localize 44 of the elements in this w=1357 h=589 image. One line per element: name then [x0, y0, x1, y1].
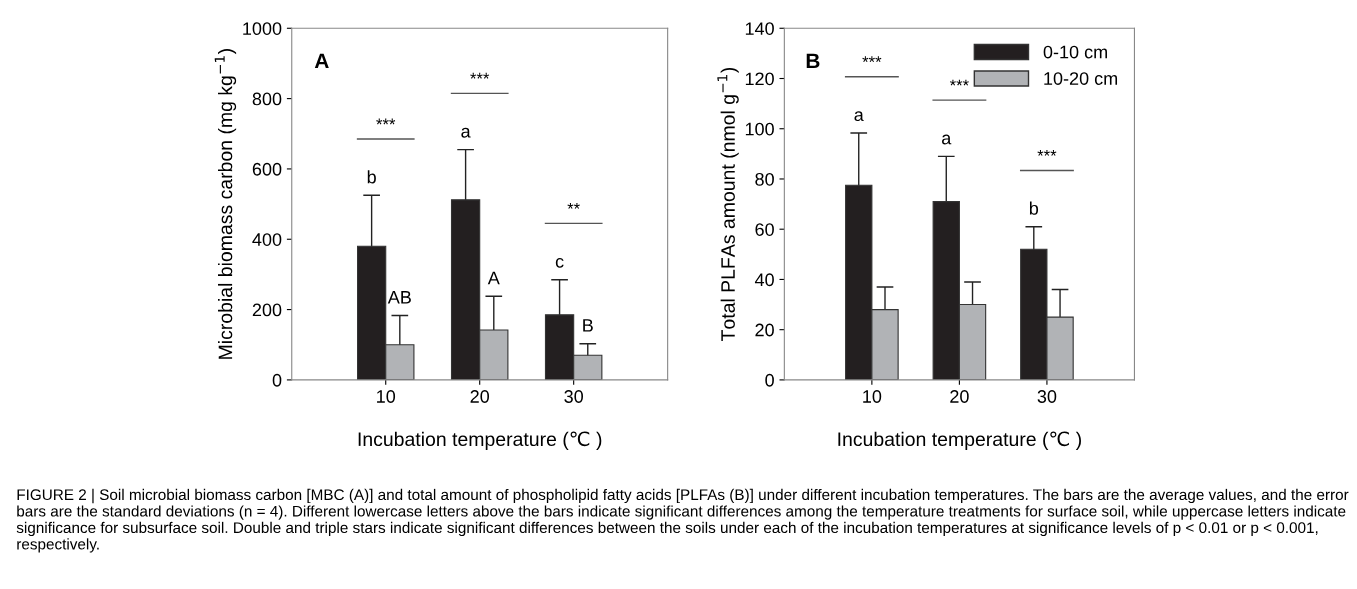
annotation: A: [487, 271, 500, 285]
annotation: a: [461, 127, 471, 138]
x-tick-label: 20: [470, 390, 490, 403]
annotation: AB: [387, 291, 411, 304]
text: A: [314, 53, 329, 68]
x-axis-title: Incubation temperature (℃ ): [838, 431, 1081, 450]
annotation: **: [567, 202, 580, 209]
x-tick-label: 10: [863, 390, 882, 403]
text: B: [806, 53, 820, 68]
annotation: c: [555, 257, 564, 268]
y-tick-label: 600: [252, 162, 282, 176]
y-tick-label: 60: [755, 223, 774, 236]
legend-label: 10-20 cm: [1044, 72, 1118, 85]
annotation: ***: [862, 56, 882, 63]
y-tick-label: 200: [252, 303, 282, 317]
caption: FIGURE 2 | Soil microbial biomass carbon [MBC (A)] and total amount of phospholipid fatty acids [PLFAs (B)] under different incubation temperatures. The bars are the average values, and the error bars are the standard deviations (n = 4). Different lowercase letters above the bars indicate significant differences among the temperature treatments for surface soil, while uppercase letters indicate significance for subsurface soil. Double and triple stars indicate significant differences between the soils under each of the incubation temperatures at significance levels of p < 0.01 or p < 0.001, respectively.: [16, 488, 1349, 553]
y-tick-label: 100: [745, 122, 774, 136]
y-tick-label: 40: [754, 273, 774, 287]
annotation: ***: [376, 118, 396, 125]
annotation: a: [854, 111, 864, 122]
annotation: b: [1029, 201, 1039, 215]
y-tick-label: 140: [745, 22, 774, 35]
y-tick-label: 20: [755, 323, 774, 337]
y-tick-label: 0: [272, 373, 282, 387]
annotation: ***: [949, 79, 969, 86]
annotation: B: [583, 319, 593, 332]
x-tick-label: 20: [950, 390, 969, 403]
y-tick-label: 0: [765, 373, 774, 387]
y-tick-label: 800: [252, 92, 282, 106]
x-tick-label: 30: [564, 390, 584, 403]
y-tick-label: 1000: [243, 22, 282, 35]
annotation: ***: [1037, 149, 1057, 156]
annotation: a: [942, 134, 952, 145]
x-tick-label: 10: [377, 390, 396, 403]
y-axis-title: Microbial biomass carbon (mg kg$^{−1}$): [214, 49, 237, 359]
x-tick-label: 30: [1037, 390, 1057, 403]
x-axis-title: Incubation temperature (℃ ): [358, 431, 602, 450]
y-tick-label: 120: [745, 72, 774, 86]
legend-label: 0-10 cm: [1043, 45, 1107, 59]
y-tick-label: 80: [755, 172, 774, 186]
y-axis-title: Total PLFAs amount (nmol g$^{−1}$): [717, 67, 739, 342]
annotation: ***: [470, 72, 490, 79]
annotation: b: [367, 170, 376, 184]
y-tick-label: 400: [252, 233, 282, 246]
